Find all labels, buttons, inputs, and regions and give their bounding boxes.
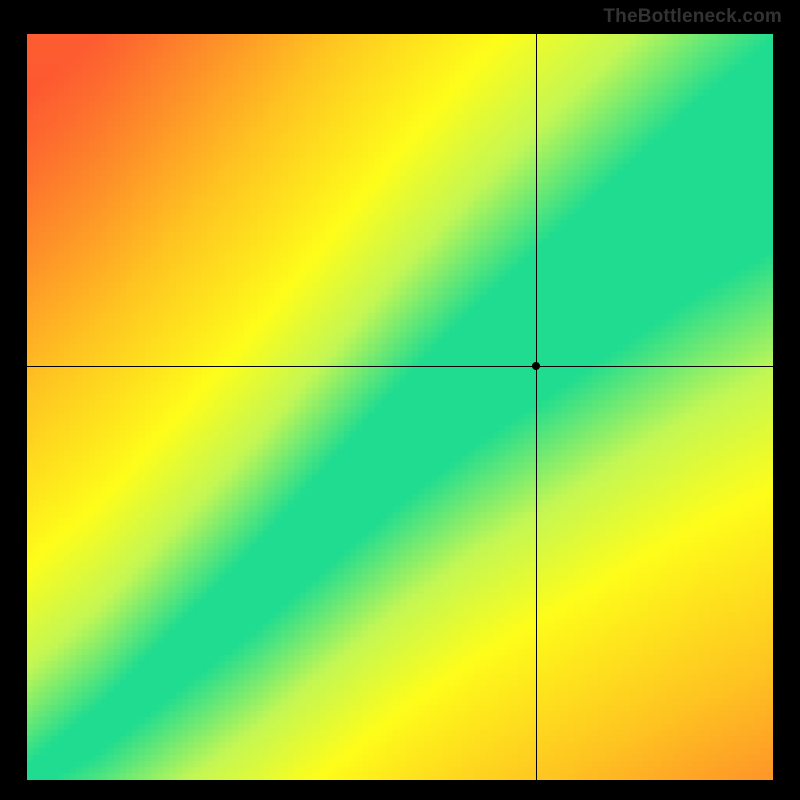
watermark-text: TheBottleneck.com xyxy=(603,6,782,28)
crosshair-vertical xyxy=(536,34,537,780)
heatmap-canvas xyxy=(27,34,773,780)
crosshair-horizontal xyxy=(27,366,773,367)
heatmap-plot xyxy=(27,34,773,780)
crosshair-marker-dot xyxy=(532,362,540,370)
